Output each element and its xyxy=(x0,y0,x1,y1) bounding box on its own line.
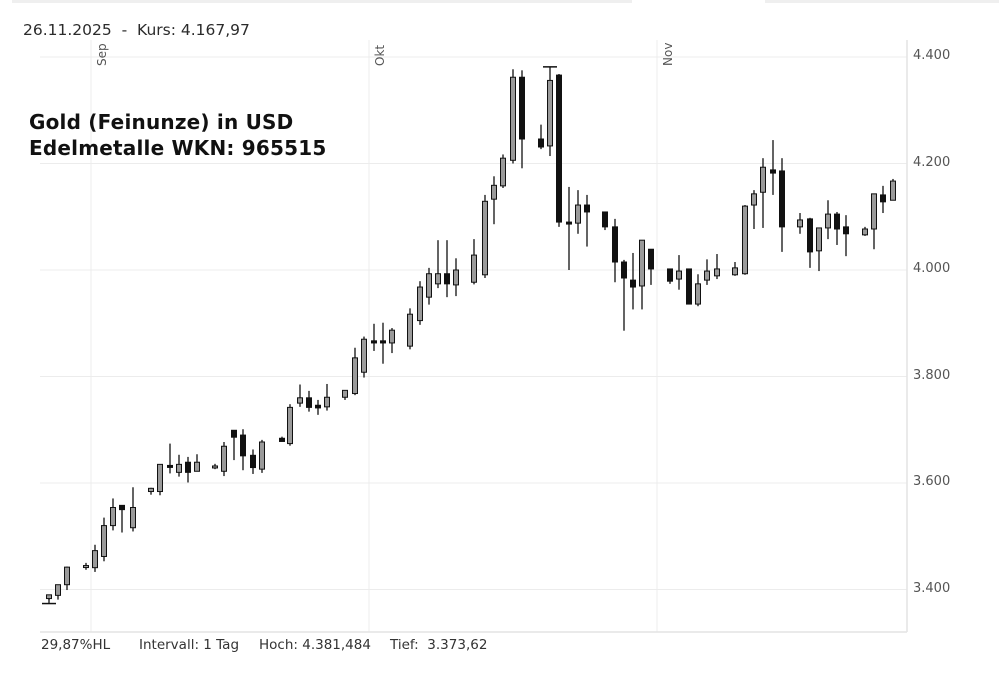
candle-up xyxy=(212,463,218,470)
candle-down xyxy=(538,124,544,150)
candle-down xyxy=(279,436,285,442)
candle-up xyxy=(110,498,116,531)
candle-up xyxy=(732,262,738,276)
x-tick-label: Okt xyxy=(373,44,387,66)
candle-up xyxy=(407,308,413,350)
candle-up xyxy=(871,193,877,250)
chart-subtitle: Edelmetalle WKN: 965515 xyxy=(29,136,327,160)
candle-up xyxy=(55,584,61,600)
y-tick-label: 4.200 xyxy=(913,154,951,170)
candle-down xyxy=(621,259,627,331)
high-info: Hoch: 4.381,484 xyxy=(259,637,371,653)
candle-up xyxy=(491,176,497,225)
candle-up xyxy=(714,254,720,280)
interval-info: Intervall: 1 Tag xyxy=(139,637,240,653)
candle-up xyxy=(389,328,395,354)
candle-down xyxy=(648,248,654,285)
candle-down xyxy=(519,70,525,169)
candle-up xyxy=(742,205,748,275)
y-tick-label: 4.400 xyxy=(913,48,951,63)
candle-down xyxy=(556,74,562,227)
high-low-markers xyxy=(42,66,557,605)
candle-up xyxy=(510,69,516,164)
chart-title: Gold (Feinunze) in USD xyxy=(29,110,294,134)
candle-down xyxy=(231,429,237,461)
candle-up xyxy=(426,267,432,305)
candle-down xyxy=(185,456,191,483)
candle-up xyxy=(704,259,710,285)
candle-down xyxy=(807,217,813,268)
candle-up xyxy=(324,383,330,411)
y-tick-label: 4.000 xyxy=(913,261,951,276)
candle-up xyxy=(695,274,701,307)
candles xyxy=(46,67,896,601)
low-info: Tief: 3.373,62 xyxy=(390,637,488,653)
candle-down xyxy=(119,504,125,533)
candle-down xyxy=(306,390,312,412)
candle-up xyxy=(471,239,477,285)
x-tick-label: Sep xyxy=(95,43,109,66)
candle-up xyxy=(547,67,553,157)
candle-down xyxy=(380,322,386,364)
candle-down xyxy=(612,218,618,283)
candle-up xyxy=(352,347,358,396)
candle-up xyxy=(676,255,682,290)
candle-down xyxy=(584,194,590,247)
candle-up xyxy=(453,258,459,297)
y-tick-label: 3.400 xyxy=(913,580,951,596)
candle-down xyxy=(167,443,173,474)
candle-up xyxy=(92,544,98,572)
candle-up xyxy=(890,178,896,201)
x-tick-label: Nov xyxy=(661,42,675,66)
candle-up xyxy=(816,227,822,272)
candle-up xyxy=(148,487,154,495)
candle-down xyxy=(630,252,636,310)
candle-up xyxy=(862,226,868,236)
candle-down xyxy=(667,268,673,284)
candle-down xyxy=(770,140,776,195)
candle-up xyxy=(194,454,200,472)
candle-up xyxy=(435,240,441,289)
candle-up xyxy=(751,190,757,229)
candle-down xyxy=(315,399,321,415)
candle-down xyxy=(240,429,246,471)
price-headline: 26.11.2025 - Kurs: 4.167,97 xyxy=(23,21,250,39)
range-percent: 29,87%HL xyxy=(41,637,111,653)
top-divider-left xyxy=(12,0,632,3)
candle-up xyxy=(342,389,348,400)
candle-down xyxy=(686,268,692,305)
candle-up xyxy=(417,281,423,325)
candle-down xyxy=(444,240,450,298)
candle-up xyxy=(259,439,265,473)
candle-up xyxy=(287,404,293,446)
candle-down xyxy=(371,323,377,351)
candle-down xyxy=(250,449,256,474)
candle-up xyxy=(130,487,136,532)
y-tick-label: 3.600 xyxy=(913,474,951,489)
candle-down xyxy=(880,185,886,214)
y-tick-label: 3.800 xyxy=(913,367,951,383)
candle-up xyxy=(176,454,182,477)
candle-up xyxy=(64,566,70,591)
candle-down xyxy=(566,186,572,270)
candle-up xyxy=(157,463,163,496)
candle-down xyxy=(843,215,849,257)
candle-up xyxy=(500,154,506,188)
candle-down xyxy=(602,211,608,231)
candle-up xyxy=(361,336,367,378)
candle-up xyxy=(101,517,107,562)
candle-up xyxy=(297,384,303,407)
candle-up xyxy=(760,158,766,228)
candle-up xyxy=(797,213,803,234)
candle-up xyxy=(482,194,488,278)
candle-down xyxy=(779,158,785,252)
top-divider-right xyxy=(765,0,999,3)
candle-up xyxy=(221,441,227,477)
candle-up xyxy=(639,239,645,310)
candle-up xyxy=(825,200,831,240)
candle-up xyxy=(83,562,89,570)
candle-down xyxy=(834,211,840,245)
candle-up xyxy=(575,190,581,234)
